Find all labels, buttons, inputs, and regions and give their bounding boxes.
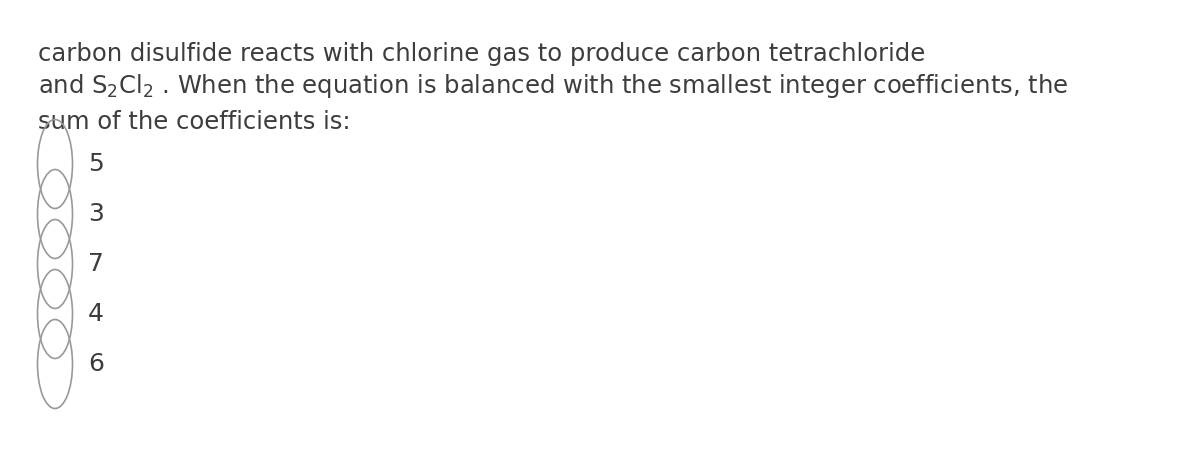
Text: sum of the coefficients is:: sum of the coefficients is: bbox=[38, 110, 350, 134]
Text: and $\mathregular{S_2Cl_2}$ . When the equation is balanced with the smallest in: and $\mathregular{S_2Cl_2}$ . When the e… bbox=[38, 72, 1068, 100]
Text: carbon disulfide reacts with chlorine gas to produce carbon tetrachloride: carbon disulfide reacts with chlorine ga… bbox=[38, 42, 925, 66]
Text: 4: 4 bbox=[88, 302, 104, 326]
Text: 6: 6 bbox=[88, 352, 104, 376]
Text: 7: 7 bbox=[88, 252, 104, 276]
Text: 5: 5 bbox=[88, 152, 103, 176]
Text: 3: 3 bbox=[88, 202, 104, 226]
